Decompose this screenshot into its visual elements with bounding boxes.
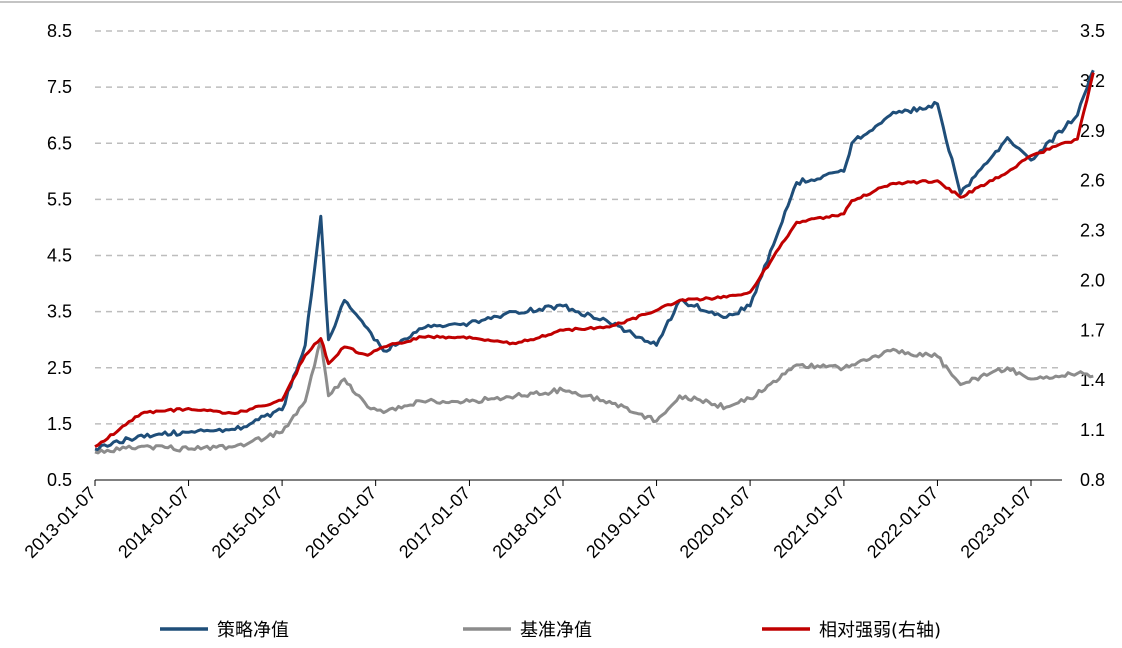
series-line [94, 72, 1095, 449]
legend: 策略净值 基准净值 相对强弱(右轴) [160, 620, 941, 641]
right-tick-label: 2.9 [1080, 121, 1105, 141]
x-tick-label: 2015-01-07 [208, 483, 287, 562]
series-line [94, 69, 1095, 452]
x-tick-label: 2020-01-07 [676, 483, 755, 562]
right-tick-label: 2.0 [1080, 270, 1105, 290]
series-line [94, 338, 1094, 455]
legend-label: 策略净值 [217, 620, 289, 641]
x-tick-label: 2014-01-07 [114, 483, 193, 562]
right-tick-label: 1.1 [1080, 420, 1105, 440]
legend-label: 相对强弱(右轴) [819, 620, 941, 641]
right-tick-label: 1.7 [1080, 320, 1105, 340]
right-y-axis: 3.53.22.92.62.32.01.71.41.10.8 [1080, 21, 1105, 490]
right-tick-label: 2.3 [1080, 221, 1105, 241]
x-tick-label: 2019-01-07 [582, 483, 661, 562]
left-tick-label: 5.5 [47, 189, 72, 209]
left-tick-label: 6.5 [47, 133, 72, 153]
series-lines [94, 69, 1095, 455]
legend-label: 基准净值 [520, 620, 592, 641]
left-tick-label: 3.5 [47, 302, 72, 322]
x-tick-label: 2018-01-07 [489, 483, 568, 562]
left-y-axis: 8.5 7.5 6.5 5.5 4.5 3.5 2.5 1.5 0.5 [47, 21, 72, 490]
right-tick-label: 2.6 [1080, 171, 1105, 191]
x-tick-label: 2023-01-07 [957, 483, 1036, 562]
left-tick-label: 0.5 [47, 470, 72, 490]
x-tick-label: 2016-01-07 [301, 483, 380, 562]
right-tick-label: 0.8 [1080, 470, 1105, 490]
grid-lines [95, 30, 1062, 425]
x-tick-label: 2022-01-07 [863, 483, 942, 562]
left-tick-label: 7.5 [47, 77, 72, 97]
x-tick-label: 2013-01-07 [21, 483, 100, 562]
left-tick-label: 1.5 [47, 414, 72, 434]
x-tick-label: 2017-01-07 [395, 483, 474, 562]
left-tick-label: 8.5 [47, 21, 72, 41]
right-tick-label: 3.5 [1080, 21, 1105, 41]
left-tick-label: 2.5 [47, 358, 72, 378]
x-axis: 2013-01-07 2014-01-07 2015-01-07 2016-01-07… [21, 479, 1062, 562]
x-tick-label: 2021-01-07 [769, 483, 848, 562]
left-tick-label: 4.5 [47, 246, 72, 266]
